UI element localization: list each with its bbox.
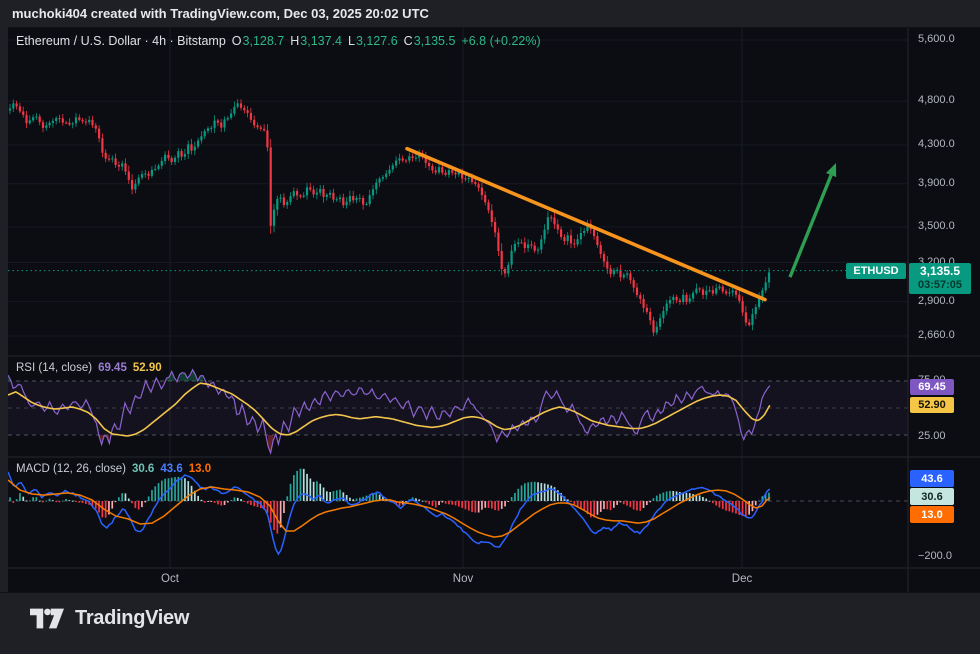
- symbol-price-label: ETHUSD: [846, 262, 906, 279]
- macd-title[interactable]: MACD (12, 26, close): [16, 463, 126, 475]
- tradingview-logo-text: TradingView: [75, 607, 190, 629]
- price-tick-label: 3,500.0: [918, 219, 955, 232]
- price-tick-label: 4,300.0: [918, 138, 955, 151]
- symbol-legend: Ethereum / U.S. Dollar · 4h · Bitstamp O…: [16, 34, 541, 48]
- change-value: +6.8 (+0.22%): [461, 34, 541, 48]
- symbol-title[interactable]: Ethereum / U.S. Dollar · 4h · Bitstamp: [16, 34, 226, 48]
- rsi-legend: RSI (14, close) 69.45 52.90: [16, 362, 162, 374]
- pane-borders: [0, 27, 980, 592]
- gridlines: [8, 27, 908, 568]
- tradingview-logo-mark: [30, 608, 64, 629]
- ohlc-close: C 3,135.5: [403, 34, 456, 48]
- macd-hist-badge: 30.6: [910, 488, 954, 505]
- ohlc-high: H 3,137.4: [290, 34, 342, 48]
- rsi-level-25-label: 25.00: [918, 430, 946, 442]
- price-badge-price: 3,135.5: [919, 264, 961, 279]
- ohlc-open: O 3,128.7: [231, 34, 285, 48]
- macd-histogram: [9, 468, 770, 534]
- macd-value: 43.6: [160, 463, 183, 475]
- price-badge-countdown: 03:57:05: [917, 279, 963, 292]
- ohlc-low: L 3,127.6: [348, 34, 398, 48]
- macd-signal-value: 13.0: [188, 463, 212, 475]
- price-tick-label: 3,900.0: [918, 176, 955, 189]
- footer-bar: TradingView: [0, 592, 980, 654]
- price-tick-label: 2,900.0: [918, 294, 955, 307]
- rsi-value: 69.45: [98, 362, 127, 374]
- time-tick-label: Dec: [731, 573, 753, 585]
- rsi-ma-value: 52.90: [132, 362, 162, 374]
- tradingview-logo[interactable]: TradingView: [30, 607, 189, 630]
- watermark-bar: muchoki404 created with TradingView.com,…: [0, 0, 980, 28]
- macd-lines[interactable]: [7, 471, 771, 556]
- macd-value-badge: 43.6: [910, 470, 954, 487]
- price-tick-label: 5,600.0: [918, 33, 955, 45]
- price-badge: 3,135.5 03:57:05: [909, 262, 971, 294]
- candlestick-series[interactable]: [8, 99, 771, 337]
- macd-level-minus200-label: −200.0: [918, 550, 952, 562]
- macd-hist-value: 30.6: [131, 463, 155, 475]
- left-frame-strip: [0, 27, 8, 592]
- rsi-ma-badge: 52.90: [910, 396, 954, 413]
- rsi-title[interactable]: RSI (14, close): [16, 362, 93, 374]
- macd-signal-badge: 13.0: [910, 506, 954, 523]
- trend-arrow[interactable]: [788, 163, 837, 278]
- price-tick-label: 4,800.0: [918, 94, 955, 107]
- time-tick-label: Oct: [161, 573, 179, 585]
- watermark-text: muchoki404 created with TradingView.com,…: [12, 6, 429, 21]
- macd-legend: MACD (12, 26, close) 30.6 43.6 13.0: [16, 463, 211, 475]
- rsi-band: [8, 380, 908, 502]
- rsi-value-badge: 69.45: [910, 379, 954, 395]
- price-tick-label: 2,660.0: [918, 328, 955, 341]
- time-tick-label: Nov: [452, 573, 474, 585]
- rsi-lines[interactable]: [7, 368, 771, 456]
- trendline[interactable]: [405, 146, 767, 302]
